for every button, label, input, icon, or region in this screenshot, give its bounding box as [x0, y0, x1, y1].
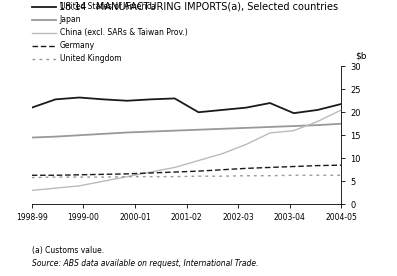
- Text: 18.14   MANUFACTURING IMPORTS(a), Selected countries: 18.14 MANUFACTURING IMPORTS(a), Selected…: [59, 1, 338, 11]
- Text: Source: ABS data available on request, International Trade.: Source: ABS data available on request, I…: [32, 259, 258, 269]
- Text: Germany: Germany: [60, 41, 94, 50]
- Text: United States of America: United States of America: [60, 2, 155, 11]
- Text: United Kingdom: United Kingdom: [60, 54, 121, 63]
- Text: Japan: Japan: [60, 15, 81, 24]
- Text: $b: $b: [355, 52, 367, 61]
- Text: China (excl. SARs & Taiwan Prov.): China (excl. SARs & Taiwan Prov.): [60, 28, 187, 37]
- Text: (a) Customs value.: (a) Customs value.: [32, 246, 104, 255]
